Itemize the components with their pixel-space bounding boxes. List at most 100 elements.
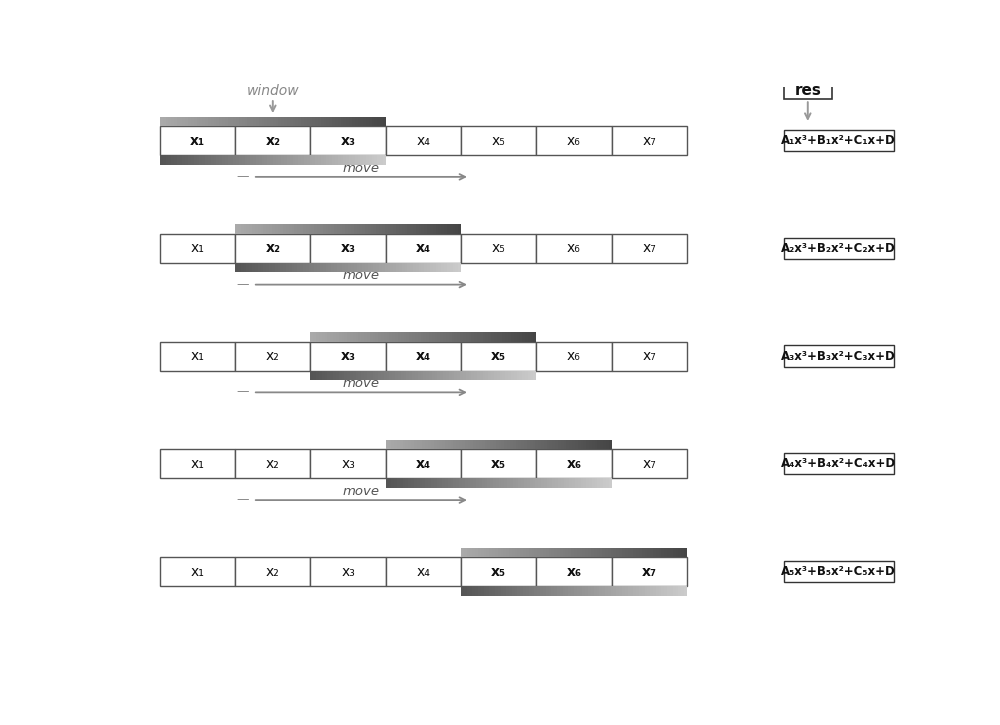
Bar xyxy=(304,155,307,165)
Bar xyxy=(519,332,522,341)
Bar xyxy=(519,370,522,380)
Bar xyxy=(532,586,535,595)
Bar xyxy=(163,117,166,126)
Bar xyxy=(311,224,314,234)
Text: x₃: x₃ xyxy=(341,565,355,579)
Bar xyxy=(463,332,466,341)
Bar xyxy=(588,586,591,595)
Bar xyxy=(314,263,317,273)
Bar xyxy=(404,370,407,380)
Bar xyxy=(230,155,233,165)
Bar xyxy=(552,478,555,488)
Bar xyxy=(619,586,622,595)
Bar xyxy=(394,478,397,488)
Bar xyxy=(263,224,266,234)
Bar xyxy=(414,440,417,450)
Bar xyxy=(482,478,485,488)
Bar xyxy=(513,478,516,488)
Bar xyxy=(653,586,656,595)
Bar xyxy=(591,547,594,557)
Bar xyxy=(536,234,612,263)
Bar xyxy=(188,155,191,165)
Bar xyxy=(784,453,894,474)
Bar xyxy=(413,263,416,273)
Bar xyxy=(389,440,392,450)
Bar xyxy=(392,332,395,341)
Bar xyxy=(316,332,319,341)
Bar xyxy=(407,263,410,273)
Bar xyxy=(457,370,460,380)
Bar xyxy=(447,263,450,273)
Text: —: — xyxy=(237,170,249,183)
Bar xyxy=(386,440,389,450)
Bar xyxy=(289,224,292,234)
Bar xyxy=(420,478,423,488)
Bar xyxy=(384,332,387,341)
Bar xyxy=(425,478,428,488)
Bar xyxy=(628,547,631,557)
Bar xyxy=(540,586,543,595)
Bar xyxy=(319,332,322,341)
Bar xyxy=(233,117,236,126)
Text: window: window xyxy=(246,84,299,98)
Bar xyxy=(656,586,659,595)
Bar xyxy=(286,224,289,234)
Bar xyxy=(374,155,377,165)
Bar xyxy=(328,224,331,234)
Bar xyxy=(470,478,473,488)
Bar xyxy=(684,586,687,595)
Bar xyxy=(461,557,536,586)
Bar xyxy=(441,224,444,234)
Bar xyxy=(336,332,339,341)
Bar xyxy=(380,155,383,165)
Bar xyxy=(470,440,473,450)
Bar xyxy=(387,370,390,380)
Bar xyxy=(160,450,235,478)
Bar xyxy=(611,547,614,557)
Bar xyxy=(473,440,476,450)
Bar xyxy=(381,370,384,380)
Bar xyxy=(246,224,249,234)
Bar xyxy=(292,263,295,273)
Bar xyxy=(444,263,447,273)
Bar xyxy=(287,117,290,126)
Bar xyxy=(405,440,408,450)
Bar xyxy=(357,263,360,273)
Bar xyxy=(324,117,327,126)
Bar xyxy=(269,224,272,234)
Bar xyxy=(389,370,392,380)
Bar xyxy=(278,263,280,273)
Bar xyxy=(784,238,894,259)
Bar xyxy=(340,224,343,234)
Bar xyxy=(409,370,412,380)
Bar xyxy=(174,155,177,165)
Bar xyxy=(383,117,386,126)
Bar xyxy=(551,547,554,557)
Bar xyxy=(393,263,396,273)
Bar xyxy=(616,586,619,595)
Bar xyxy=(276,117,279,126)
Text: x₆: x₆ xyxy=(566,457,582,471)
Bar xyxy=(284,117,287,126)
Bar xyxy=(426,332,429,341)
Bar xyxy=(160,155,163,165)
Bar xyxy=(402,224,405,234)
Bar xyxy=(497,332,500,341)
Bar xyxy=(630,547,633,557)
Bar xyxy=(370,332,373,341)
Bar xyxy=(404,332,407,341)
Bar xyxy=(565,547,568,557)
Bar xyxy=(342,332,344,341)
Bar xyxy=(602,547,605,557)
Text: x₄: x₄ xyxy=(416,457,431,471)
Bar xyxy=(400,440,403,450)
Bar xyxy=(398,370,401,380)
Bar xyxy=(278,155,281,165)
Bar xyxy=(531,370,534,380)
Bar xyxy=(518,478,521,488)
Bar xyxy=(219,117,222,126)
Bar xyxy=(527,440,530,450)
Bar xyxy=(208,155,211,165)
Bar xyxy=(236,155,239,165)
Bar xyxy=(661,586,664,595)
